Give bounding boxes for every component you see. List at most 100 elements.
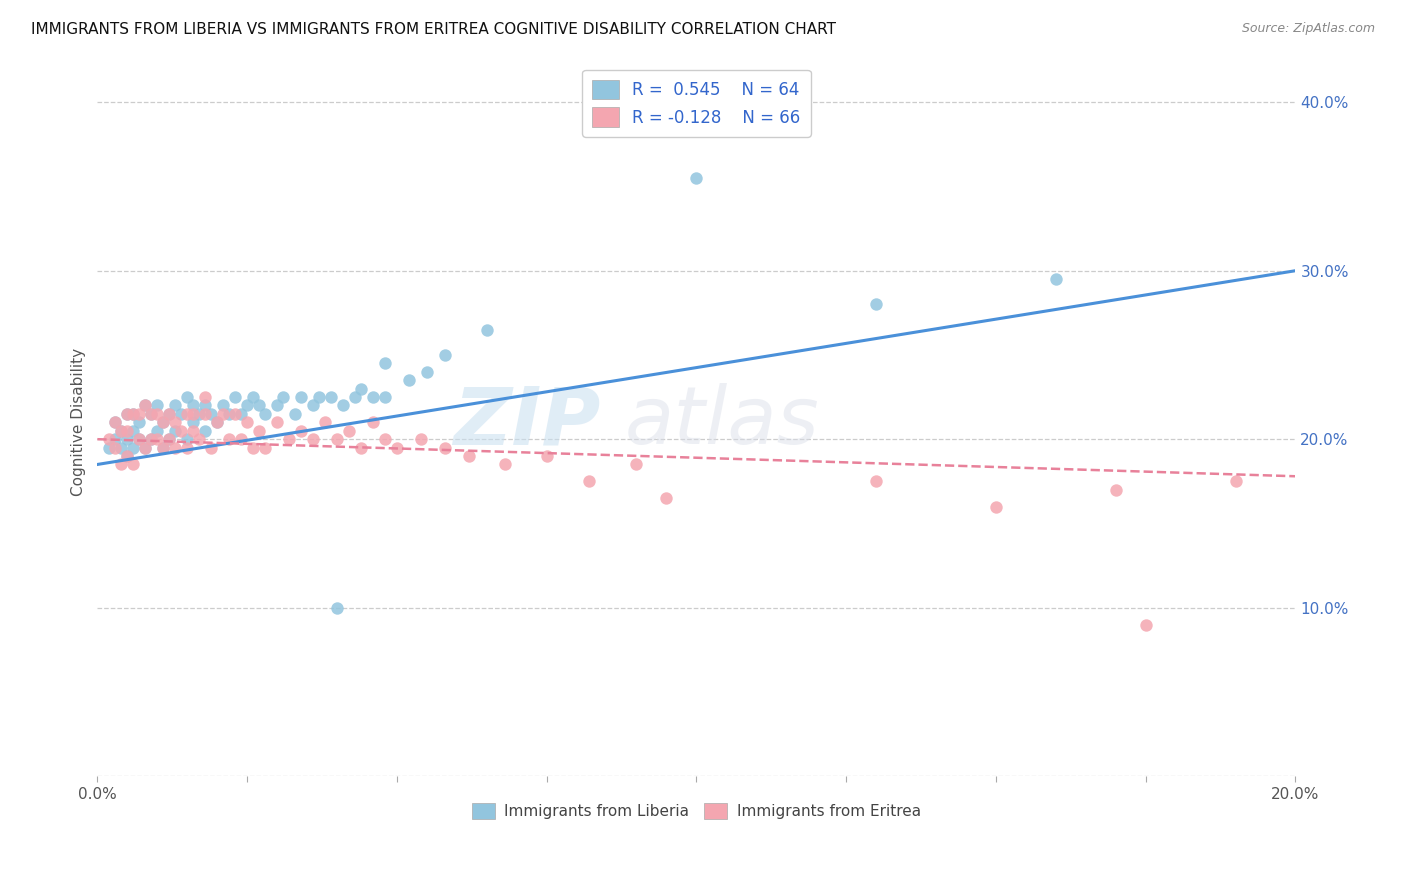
Point [98,441,121,455]
Point [350,441,373,455]
Point [188,432,211,446]
Point [1045,272,1067,286]
Point [176,407,198,421]
Point [1105,483,1128,497]
Point [181,415,204,429]
Point [247,424,270,438]
Point [350,382,373,396]
Point [224,407,246,421]
Point [314,415,336,429]
Point [141,407,163,421]
Point [236,415,259,429]
Point [398,373,420,387]
Point [290,390,312,404]
Point [337,424,360,438]
Point [205,415,228,429]
Point [475,323,498,337]
Text: atlas: atlas [624,384,820,461]
Point [176,441,198,455]
Point [128,432,150,446]
Point [128,432,150,446]
Point [319,390,342,404]
Point [146,424,169,438]
Point [157,432,180,446]
Point [157,407,180,421]
Point [385,441,408,455]
Point [104,415,127,429]
Point [134,441,156,455]
Point [361,390,384,404]
Point [865,297,887,311]
Point [218,432,240,446]
Point [117,449,139,463]
Text: IMMIGRANTS FROM LIBERIA VS IMMIGRANTS FROM ERITREA COGNITIVE DISABILITY CORRELAT: IMMIGRANTS FROM LIBERIA VS IMMIGRANTS FR… [31,22,837,37]
Point [194,407,217,421]
Point [117,449,139,463]
Point [181,399,204,413]
Point [170,424,193,438]
Point [122,407,145,421]
Point [374,356,396,370]
Point [117,424,139,438]
Point [188,407,211,421]
Point [176,390,198,404]
Point [242,441,264,455]
Point [254,441,277,455]
Point [141,432,163,446]
Point [302,432,325,446]
Point [181,407,204,421]
Point [104,415,127,429]
Point [326,432,349,446]
Point [110,441,132,455]
Text: Source: ZipAtlas.com: Source: ZipAtlas.com [1241,22,1375,36]
Point [655,491,678,505]
Point [104,441,127,455]
Point [416,365,439,379]
Point [218,407,240,421]
Point [229,432,252,446]
Point [1135,617,1157,632]
Point [110,424,132,438]
Point [433,441,456,455]
Point [98,432,121,446]
Point [134,441,156,455]
Point [165,441,187,455]
Point [290,424,312,438]
Point [494,458,516,472]
Point [254,407,277,421]
Point [212,399,235,413]
Point [117,407,139,421]
Point [409,432,432,446]
Point [284,407,307,421]
Point [165,399,187,413]
Point [374,432,396,446]
Point [984,500,1007,514]
Point [302,399,325,413]
Point [134,399,156,413]
Point [157,432,180,446]
Point [236,399,259,413]
Point [128,415,150,429]
Point [194,399,217,413]
Point [128,407,150,421]
Point [176,432,198,446]
Point [146,399,169,413]
Point [278,432,301,446]
Point [457,449,479,463]
Point [194,390,217,404]
Point [433,348,456,362]
Point [141,432,163,446]
Point [117,432,139,446]
Point [146,432,169,446]
Point [122,424,145,438]
Point [110,424,132,438]
Point [626,458,648,472]
Point [122,458,145,472]
Point [134,399,156,413]
Point [361,415,384,429]
Point [326,600,349,615]
Point [146,407,169,421]
Point [152,415,174,429]
Point [170,407,193,421]
Point [165,415,187,429]
